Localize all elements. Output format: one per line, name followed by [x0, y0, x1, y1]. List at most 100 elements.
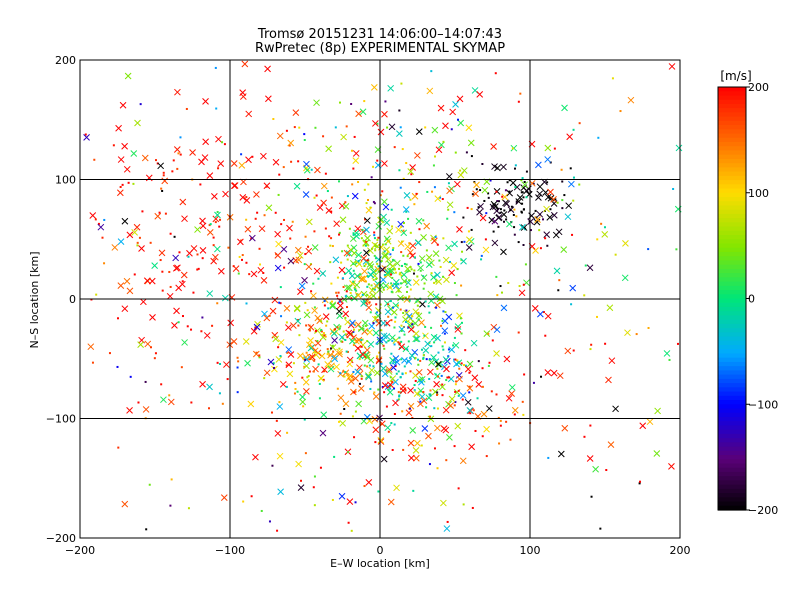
data-point-x [550, 211, 558, 219]
data-point-dot [442, 237, 445, 240]
data-point-dot [91, 361, 94, 364]
data-point-x [349, 280, 356, 287]
data-point-dot [352, 281, 355, 284]
data-point-dot [304, 235, 307, 238]
data-point-x [285, 361, 293, 369]
data-point-dot [590, 343, 593, 346]
colorbar-segment [718, 290, 746, 295]
data-point-dot [410, 314, 413, 317]
data-point-dot [376, 159, 379, 162]
data-point-dot [481, 367, 484, 370]
data-point-dot [395, 372, 398, 375]
data-point-dot [351, 415, 354, 418]
colorbar-segment [718, 201, 746, 207]
data-point-dot [510, 205, 513, 208]
data-point-dot [425, 249, 428, 252]
data-point-x [126, 287, 134, 295]
data-point-dot [372, 365, 375, 368]
data-point-dot [263, 214, 266, 217]
data-point-x [121, 305, 129, 313]
data-point-dot [430, 326, 433, 329]
data-point-dot [464, 364, 467, 367]
data-point-dot [350, 359, 353, 362]
data-point-dot [400, 251, 403, 254]
data-point-dot [454, 383, 457, 386]
data-point-x [367, 247, 374, 255]
data-point-dot [215, 107, 218, 110]
data-point-dot [285, 321, 288, 324]
data-point-x [239, 193, 247, 201]
data-point-x [365, 373, 372, 381]
y-tick-label: 200 [55, 54, 76, 67]
y-tick-label: −100 [46, 413, 76, 426]
data-point-dot [349, 291, 352, 294]
data-point-x [340, 133, 347, 141]
data-point-x [378, 216, 385, 223]
data-point-dot [457, 487, 460, 490]
data-point-x [383, 219, 391, 227]
data-point-dot [95, 293, 98, 296]
data-point-dot [168, 394, 171, 397]
data-point-dot [391, 380, 394, 383]
data-point-dot [329, 261, 332, 264]
data-point-x [440, 499, 447, 507]
data-point-x [543, 205, 550, 213]
data-point-dot [538, 229, 541, 232]
data-point-x [140, 298, 147, 306]
data-point-dot [112, 144, 115, 147]
data-point-x [314, 339, 322, 347]
data-point-x [425, 394, 433, 402]
data-point-x [624, 329, 631, 337]
data-point-dot [369, 206, 372, 209]
data-point-x [393, 259, 401, 267]
data-point-dot [286, 431, 289, 434]
data-point-x [214, 211, 221, 219]
data-point-x [454, 323, 462, 330]
data-point-dot [121, 183, 124, 186]
data-point-dot [262, 271, 265, 274]
data-point-x [360, 254, 368, 262]
data-point-x [385, 366, 393, 373]
data-point-dot [429, 389, 432, 392]
data-point-x [435, 146, 443, 154]
data-point-dot [407, 326, 410, 329]
data-point-dot [346, 258, 349, 261]
colorbar-segment [718, 213, 746, 219]
data-point-x [241, 60, 249, 68]
data-point-dot [310, 168, 313, 171]
data-point-x [345, 284, 353, 292]
data-point-dot [390, 422, 393, 425]
data-point-dot [394, 283, 397, 286]
data-point-x [544, 312, 552, 320]
data-point-x [621, 274, 629, 282]
data-point-dot [401, 264, 404, 267]
data-point-x [370, 83, 378, 91]
colorbar-segment [718, 146, 746, 152]
data-point-dot [374, 269, 377, 272]
data-point-x [210, 257, 218, 265]
data-point-x [361, 267, 368, 275]
data-point-x [260, 152, 267, 160]
data-point-dot [391, 225, 394, 228]
data-point-dot [409, 198, 412, 201]
data-point-x [508, 390, 515, 397]
data-point-x [242, 338, 250, 345]
data-point-x [465, 244, 473, 251]
data-point-dot [258, 247, 261, 250]
data-point-dot [638, 482, 641, 485]
data-point-x [425, 432, 432, 440]
data-point-dot [350, 149, 353, 152]
data-point-dot [556, 201, 559, 204]
data-point-x [354, 272, 361, 280]
data-point-dot [339, 412, 342, 415]
data-point-x [443, 365, 450, 373]
data-point-dot [464, 349, 467, 352]
data-point-x [414, 439, 421, 447]
data-point-dot [395, 361, 398, 364]
data-point-x [331, 337, 338, 344]
data-point-x [392, 355, 400, 362]
data-point-x [230, 338, 238, 345]
data-point-x [398, 325, 406, 333]
data-point-dot [436, 467, 439, 470]
